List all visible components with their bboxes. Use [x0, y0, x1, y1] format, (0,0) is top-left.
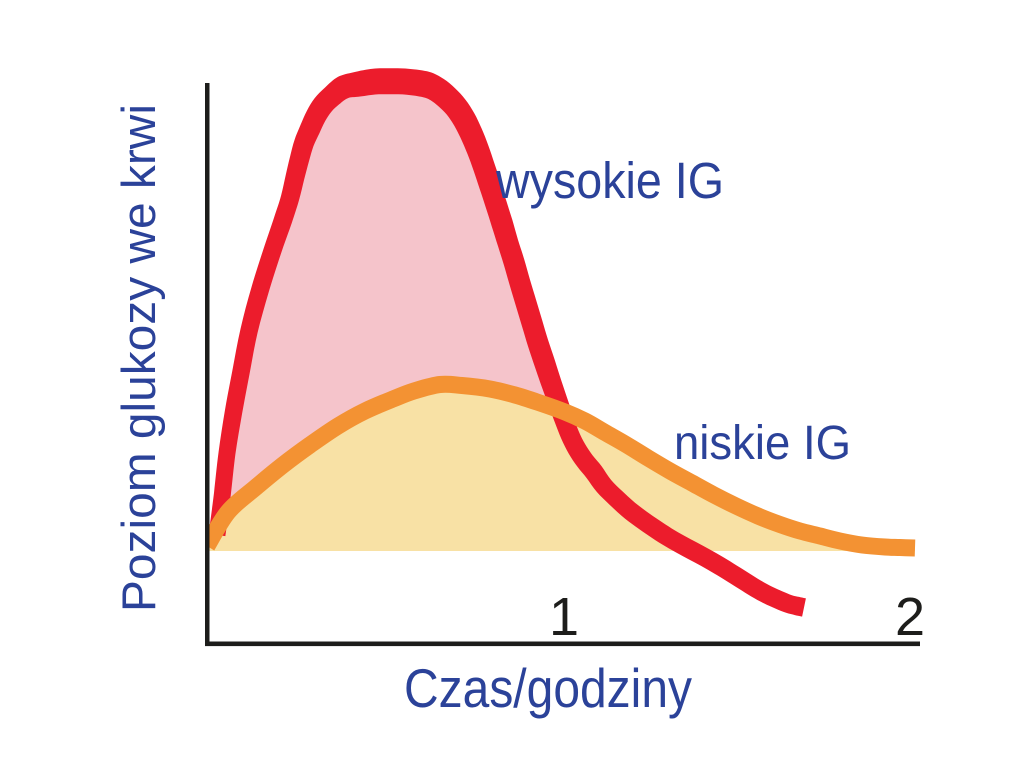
svg-text:niskie IG: niskie IG [674, 417, 851, 470]
svg-text:Poziom glukozy we krwi: Poziom glukozy we krwi [112, 104, 165, 612]
svg-text:Czas/godziny: Czas/godziny [404, 657, 692, 719]
svg-text:2: 2 [895, 587, 925, 647]
svg-text:1: 1 [549, 587, 579, 647]
svg-text:wysokie IG: wysokie IG [495, 152, 724, 209]
